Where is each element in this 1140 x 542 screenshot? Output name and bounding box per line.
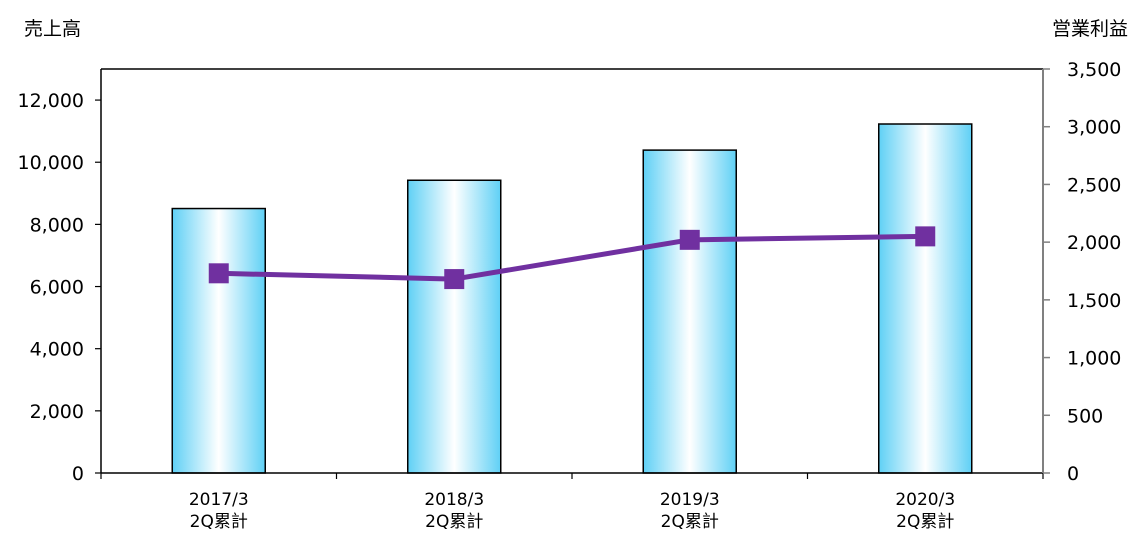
category-label: 2017/3: [189, 490, 249, 510]
right-tick-label: 2,500: [1067, 174, 1121, 196]
right-tick-label: 0: [1067, 463, 1079, 485]
left-tick-label: 10,000: [18, 152, 84, 174]
line-marker-0: [208, 263, 229, 284]
bar-0: [171, 207, 266, 474]
line-marker-2: [679, 229, 700, 250]
category-label: 2020/3: [895, 490, 955, 510]
bar-3: [878, 123, 973, 474]
right-tick-label: 3,500: [1067, 59, 1121, 81]
category-label: 2Q累計: [425, 512, 483, 532]
category-label: 2Q累計: [661, 512, 719, 532]
right-tick-label: 3,000: [1067, 117, 1121, 139]
right-tick-label: 1,500: [1067, 290, 1121, 312]
left-tick-label: 4,000: [30, 339, 84, 361]
line-marker-3: [915, 226, 936, 247]
right-axis-title: 営業利益: [1051, 18, 1128, 40]
category-label: 2Q累計: [896, 512, 954, 532]
bar-1: [407, 179, 502, 474]
category-label: 2018/3: [424, 490, 484, 510]
right-tick-label: 2,000: [1067, 232, 1121, 254]
category-label: 2Q累計: [190, 512, 248, 532]
left-tick-label: 12,000: [18, 90, 84, 112]
category-label: 2019/3: [660, 490, 720, 510]
left-tick-label: 0: [72, 463, 84, 485]
bar-2: [642, 149, 737, 474]
operating-profit-line: [218, 233, 926, 282]
line-marker-1: [444, 269, 465, 290]
right-tick-label: 500: [1067, 405, 1103, 427]
left-tick-label: 8,000: [30, 214, 84, 236]
left-axis-title: 売上高: [24, 18, 82, 40]
right-tick-label: 1,000: [1067, 348, 1121, 370]
left-tick-label: 2,000: [30, 401, 84, 423]
left-tick-label: 6,000: [30, 277, 84, 299]
